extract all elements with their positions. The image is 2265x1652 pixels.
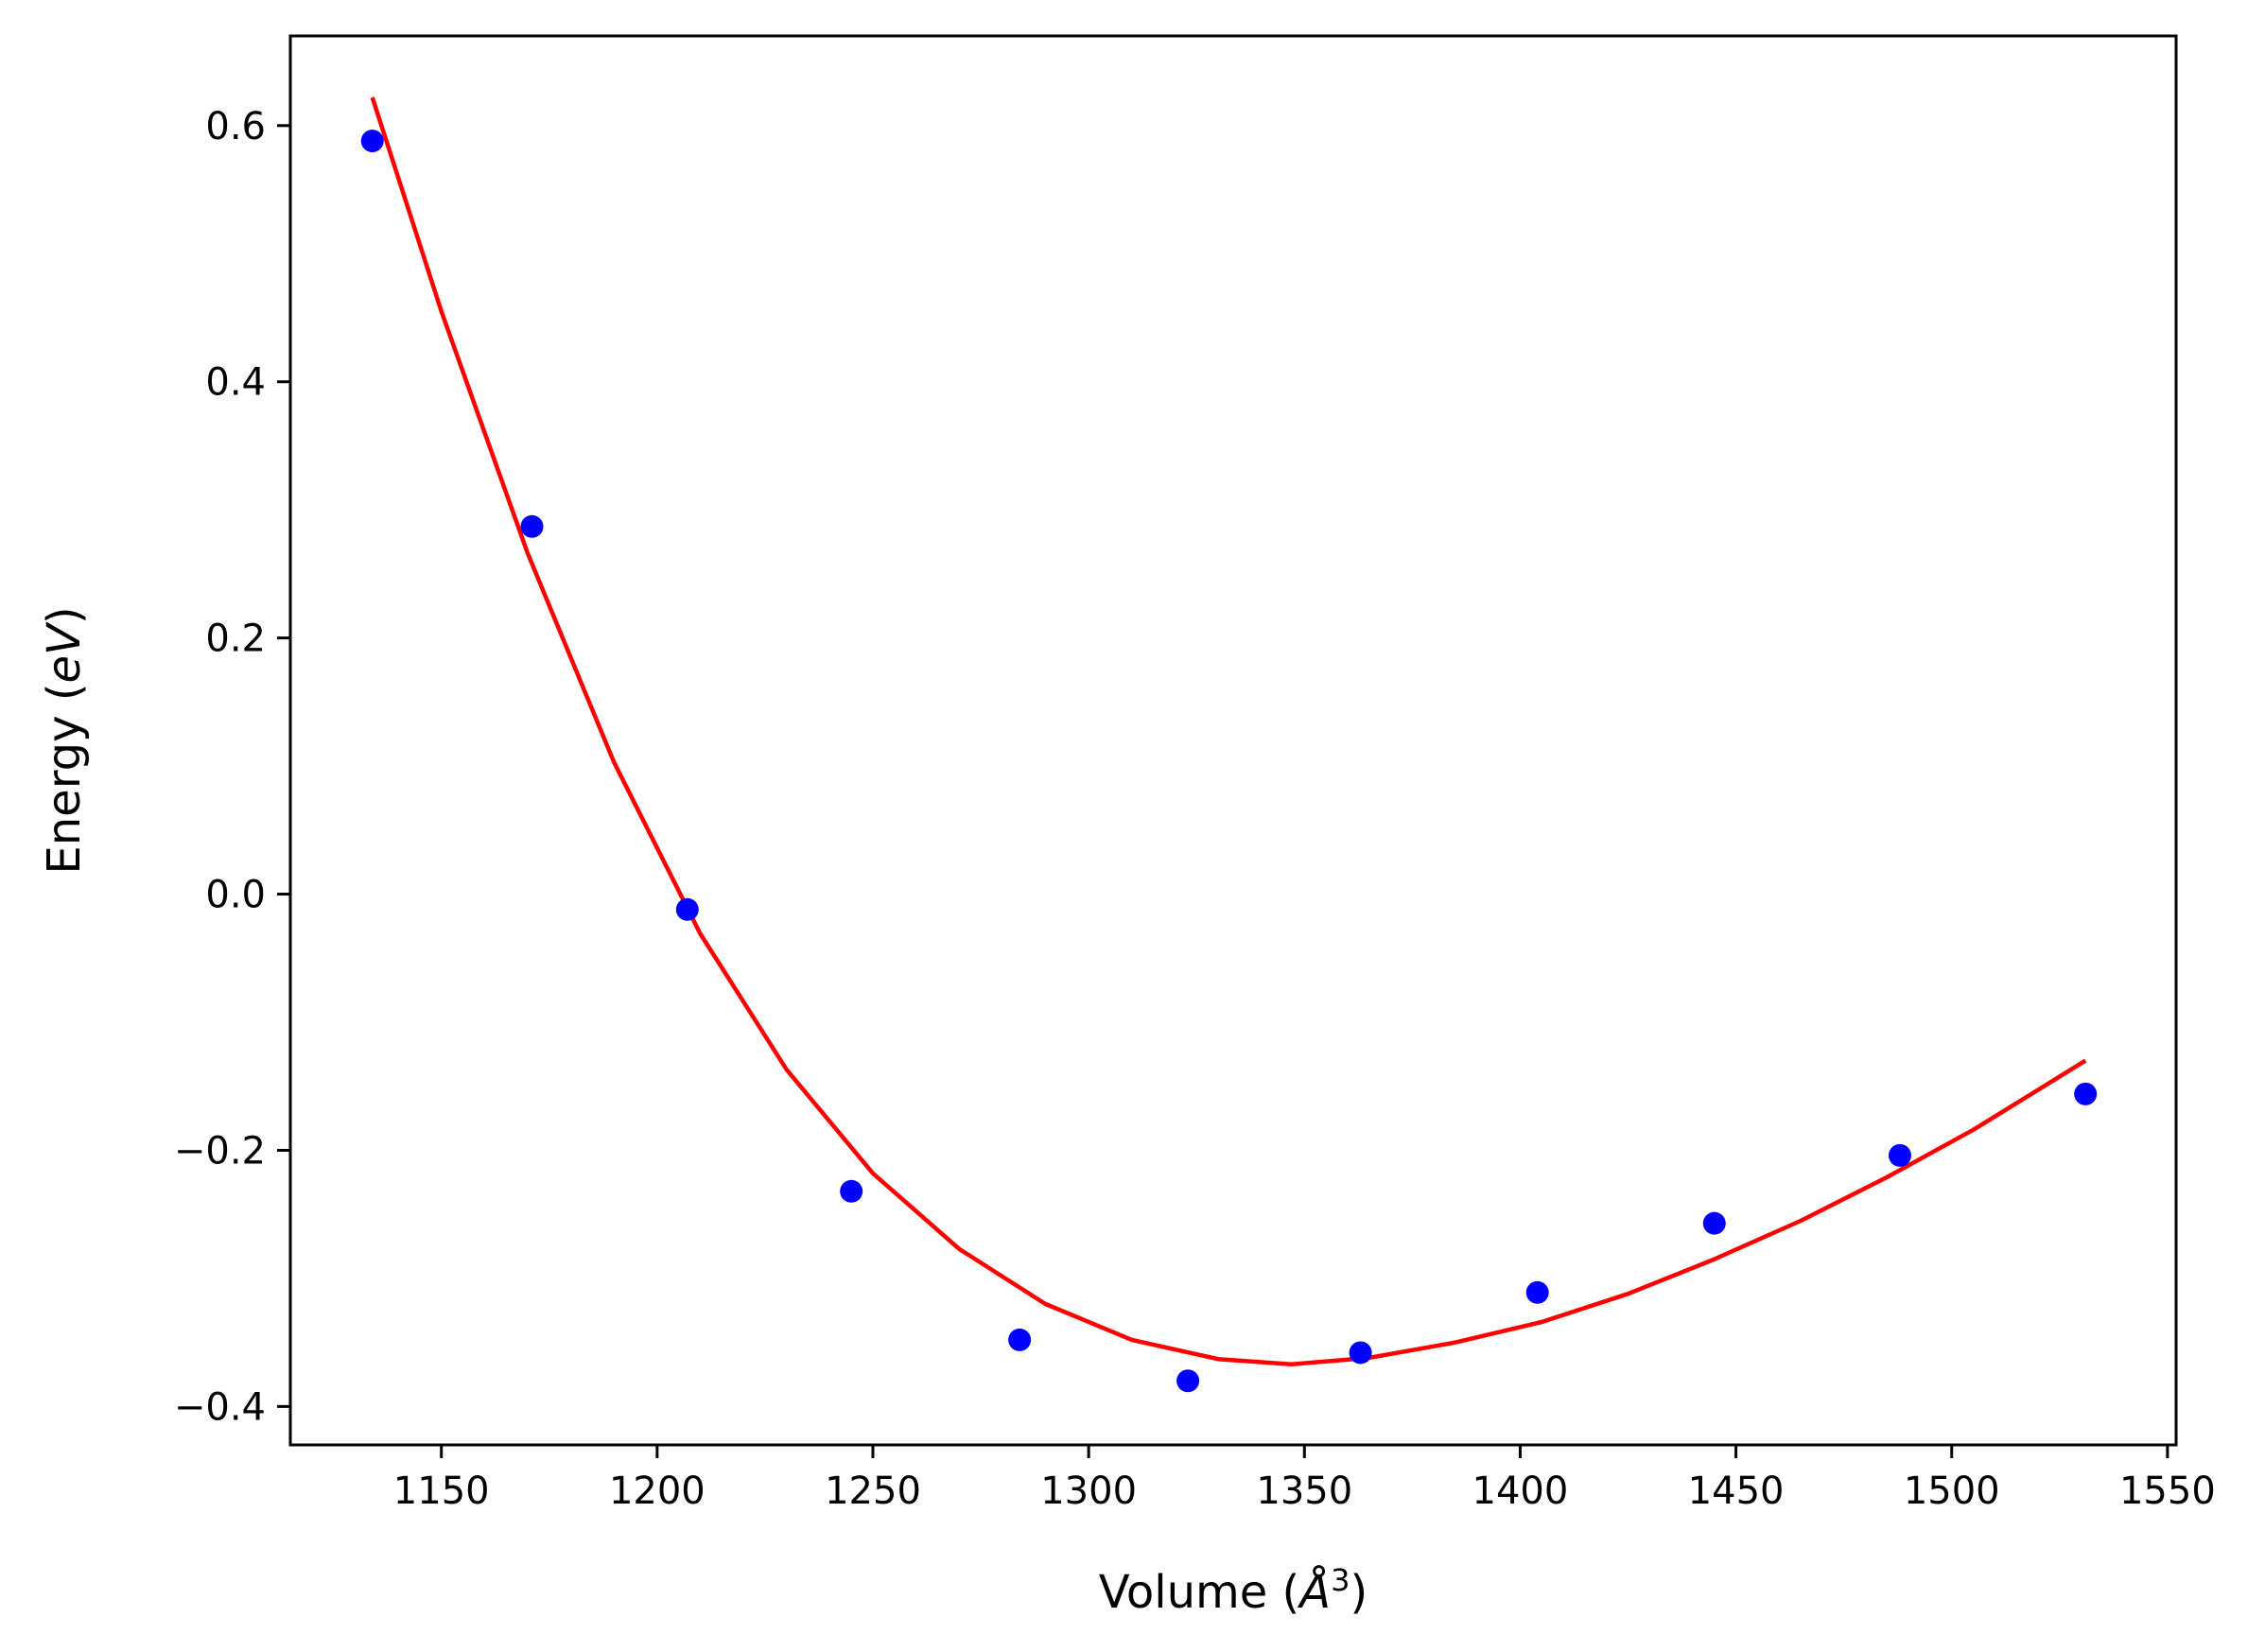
y-tick-label: −0.4	[174, 1385, 266, 1429]
data-point	[360, 130, 384, 153]
x-tick-label: 1400	[1472, 1469, 1569, 1513]
x-tick-label: 1450	[1688, 1469, 1785, 1513]
fit-curve	[370, 96, 2087, 1366]
data-point	[1702, 1211, 1726, 1235]
data-point	[1525, 1280, 1549, 1304]
x-tick-label: 1300	[1040, 1469, 1137, 1513]
y-tick-label: 0.4	[205, 361, 266, 405]
y-tick-label: −0.2	[174, 1129, 266, 1173]
x-tick-label: 1150	[393, 1469, 490, 1513]
data-point	[1008, 1328, 1032, 1351]
axes-frame	[288, 34, 2178, 1447]
data-point	[2074, 1082, 2098, 1105]
x-tick-label: 1250	[825, 1469, 921, 1513]
y-tick-label: 0.2	[205, 617, 266, 661]
x-tick-label: 1350	[1256, 1469, 1352, 1513]
x-axis-label: Volume (Å3)	[1099, 1562, 1368, 1619]
data-point	[1349, 1341, 1372, 1365]
x-tick-label: 1200	[609, 1469, 706, 1513]
x-tick-label: 1550	[2119, 1469, 2216, 1513]
data-point	[675, 897, 699, 921]
data-point	[520, 514, 544, 538]
y-axis: 0.6 0.4 0.2 0.0 −0.2 −0.4	[174, 105, 290, 1429]
data-point	[840, 1179, 863, 1203]
y-tick-label: 0.0	[205, 874, 266, 917]
data-point	[1888, 1143, 1911, 1167]
data-point	[1176, 1369, 1200, 1393]
plot-area	[360, 96, 2098, 1393]
y-tick-label: 0.6	[205, 105, 266, 148]
y-axis-label: Energy (eV)	[38, 606, 91, 874]
x-axis: 1150 1200 1250 1300 1350 1400 1450 1500 1550	[393, 1445, 2216, 1513]
x-tick-label: 1500	[1904, 1469, 2000, 1513]
